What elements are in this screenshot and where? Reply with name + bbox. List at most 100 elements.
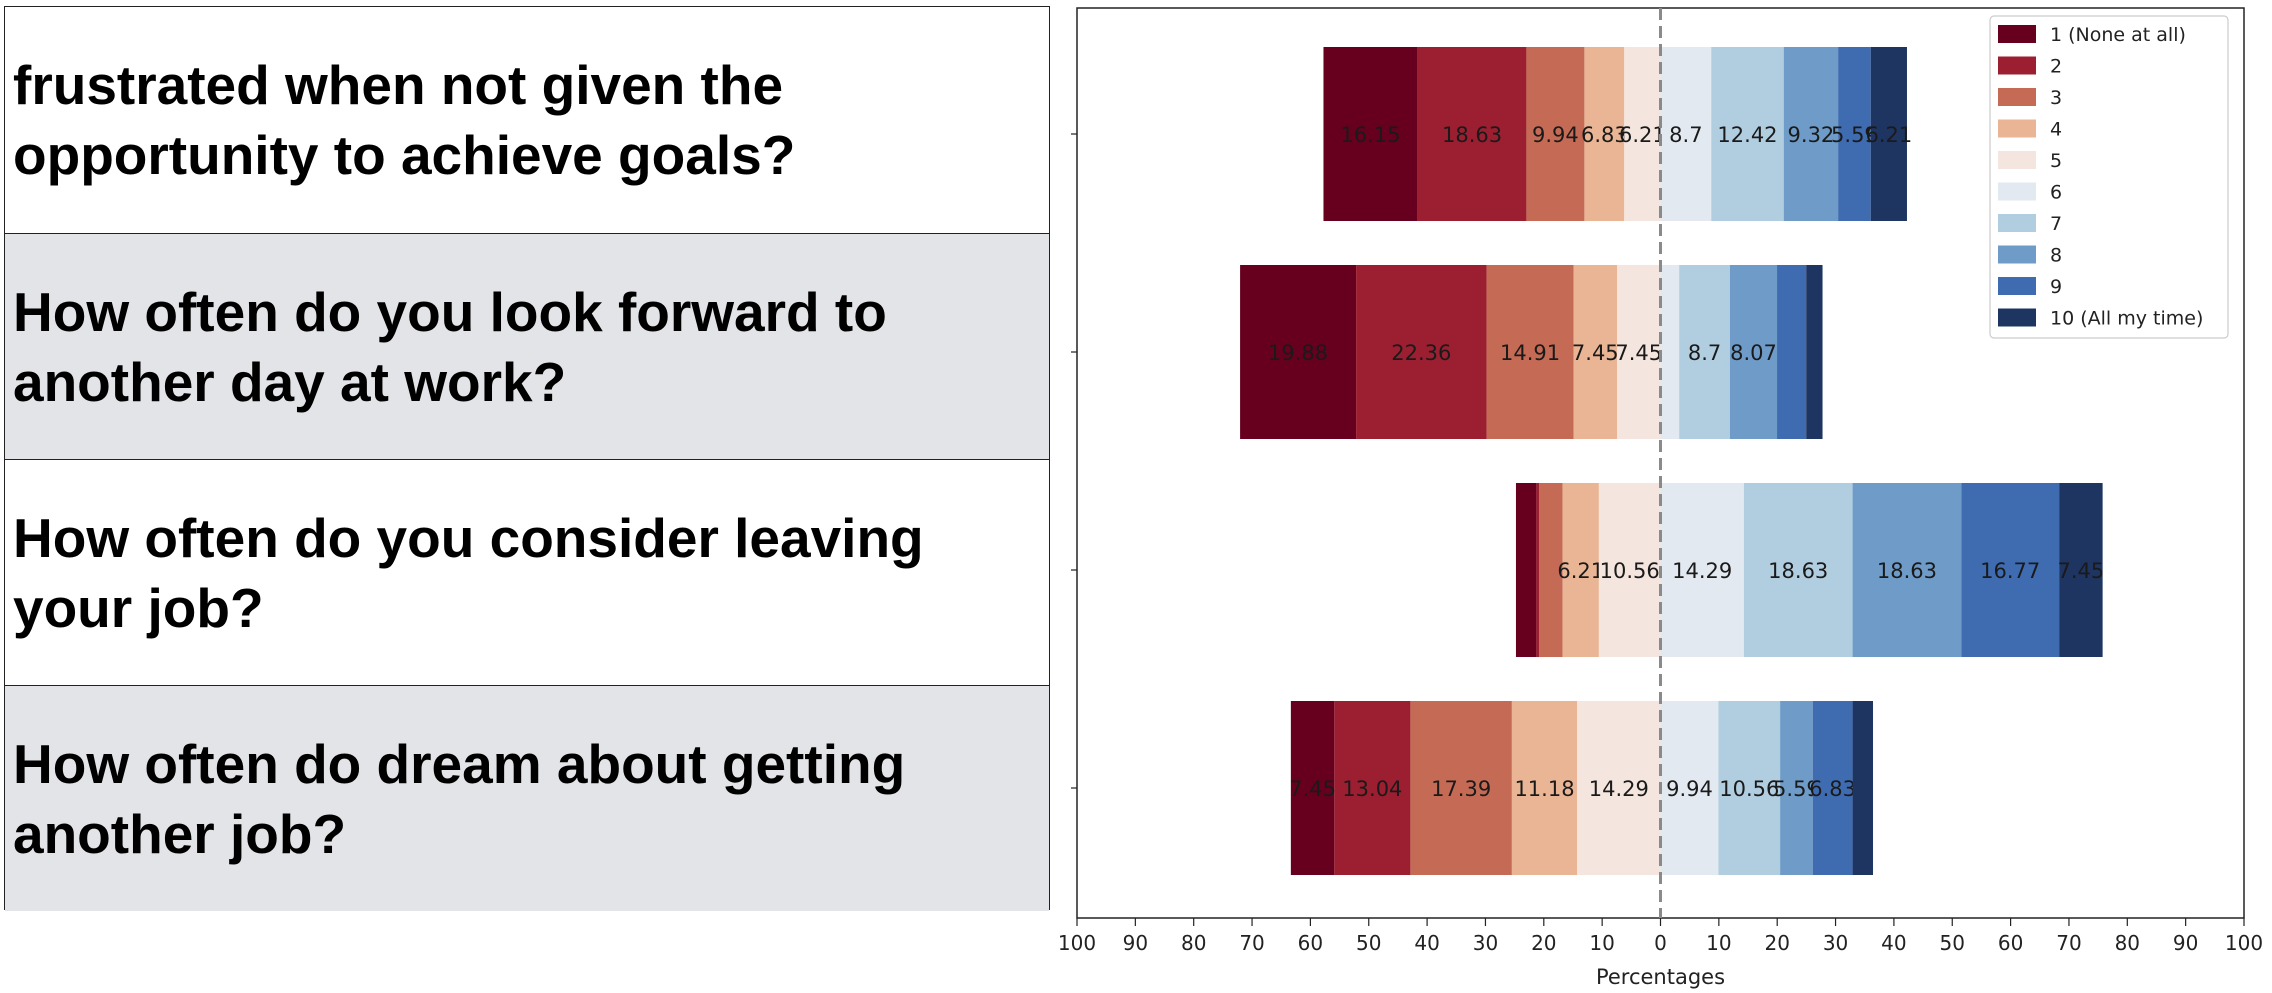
bar-segment: [1562, 483, 1599, 657]
x-tick-label: 60: [1298, 931, 1323, 955]
bar-segment: [1852, 483, 1962, 657]
bar-segment: [1584, 47, 1625, 221]
data-label: 10.56: [1719, 777, 1779, 801]
legend-label: 9: [2050, 276, 2062, 298]
bar-segment: [1711, 47, 1784, 221]
bar-segment: [1598, 483, 1661, 657]
data-label: 9.32: [1788, 123, 1835, 147]
data-label: 13.04: [1342, 777, 1402, 801]
bar-segment: [1539, 483, 1563, 657]
question-row: How often do dream about getting another…: [5, 685, 1049, 911]
legend-swatch: [1998, 245, 2036, 264]
data-label: 18.63: [1877, 559, 1937, 583]
legend-label: 3: [2050, 87, 2062, 109]
question-text: How often do you consider leaving your j…: [13, 506, 924, 639]
legend-label: 10 (All my time): [2050, 308, 2203, 330]
x-axis-label: Percentages: [1596, 965, 1725, 989]
data-label: 7.45: [2057, 559, 2104, 583]
legend-swatch: [1998, 151, 2036, 169]
x-tick-label: 60: [1998, 931, 2023, 955]
bar-segment: [1573, 265, 1618, 439]
data-label: 6.83: [1809, 777, 1856, 801]
x-tick-label: 70: [2056, 931, 2081, 955]
data-label: 19.88: [1268, 341, 1328, 365]
x-tick-label: 80: [1181, 931, 1206, 955]
question-text: frustrated when not given the opportunit…: [13, 54, 796, 186]
bar-segment: [1660, 701, 1719, 875]
bar-segment: [1536, 483, 1540, 657]
bar-segment: [1812, 701, 1853, 875]
data-label: 6.21: [1865, 123, 1912, 147]
data-label: 8.7: [1669, 123, 1702, 147]
data-label: 8.07: [1730, 341, 1777, 365]
x-tick-label: 10: [1706, 931, 1731, 955]
data-label: 8.7: [1688, 341, 1721, 365]
data-label: 7.45: [1289, 777, 1336, 801]
x-tick-label: 20: [1531, 931, 1556, 955]
data-label: 17.39: [1431, 777, 1491, 801]
x-tick-label: 30: [1823, 931, 1848, 955]
bar-segment: [1961, 483, 2060, 657]
question-row: How often do you consider leaving your j…: [5, 459, 1049, 685]
bar-segment: [1486, 265, 1574, 439]
data-label: 7.45: [1572, 341, 1619, 365]
bar-segment: [1511, 701, 1578, 875]
data-label: 16.15: [1341, 123, 1401, 147]
x-tick-label: 50: [1356, 931, 1381, 955]
bar-segment: [1417, 47, 1527, 221]
legend-label: 1 (None at all): [2050, 24, 2186, 46]
legend-label: 6: [2050, 182, 2062, 204]
bar-segment: [1577, 701, 1661, 875]
x-tick-label: 90: [2173, 931, 2198, 955]
x-tick-label: 70: [1239, 931, 1264, 955]
question-row: How often do you look forward to another…: [5, 233, 1049, 459]
x-tick-label: 30: [1473, 931, 1498, 955]
data-label: 5.59: [1831, 123, 1878, 147]
bar-segment: [1783, 47, 1839, 221]
legend-label: 4: [2050, 119, 2062, 141]
bar-segment: [1729, 265, 1778, 439]
bar-segment: [1852, 701, 1874, 875]
legend-swatch: [1998, 88, 2036, 106]
legend-swatch: [1998, 214, 2036, 232]
data-label: 9.94: [1666, 777, 1713, 801]
data-label: 18.63: [1442, 123, 1502, 147]
legend-label: 2: [2050, 56, 2062, 78]
x-tick-label: 90: [1123, 931, 1148, 955]
data-label: 6.83: [1581, 123, 1628, 147]
x-tick-label: 40: [1414, 931, 1439, 955]
data-label: 7.45: [1615, 341, 1662, 365]
bar-segment: [1660, 47, 1712, 221]
legend-label: 8: [2050, 245, 2062, 267]
question-row: frustrated when not given the opportunit…: [5, 7, 1049, 233]
bar-segment: [1410, 701, 1512, 875]
bar-segment: [1323, 47, 1418, 221]
data-label: 18.63: [1768, 559, 1828, 583]
data-label: 14.91: [1500, 341, 1560, 365]
legend-box: [1989, 15, 2229, 339]
bar-segment: [1240, 265, 1357, 439]
data-label: 11.18: [1514, 777, 1574, 801]
bar-segment: [1718, 701, 1781, 875]
bar-segment: [1743, 483, 1853, 657]
x-tick-label: 0: [1654, 931, 1667, 955]
bar-segment: [1356, 265, 1487, 439]
x-tick-label: 80: [2115, 931, 2140, 955]
bar-segment: [1526, 47, 1585, 221]
legend-swatch: [1998, 308, 2036, 327]
bar-segment: [1679, 265, 1730, 439]
x-tick-label: 10: [1589, 931, 1614, 955]
data-label: 6.21: [1557, 559, 1604, 583]
bar-segment: [1777, 265, 1807, 439]
bar-segment: [1806, 265, 1823, 439]
data-label: 22.36: [1391, 341, 1451, 365]
x-tick-label: 40: [1881, 931, 1906, 955]
x-tick-label: 100: [2225, 931, 2263, 955]
legend-swatch: [1998, 119, 2036, 138]
bar-segment: [1838, 47, 1871, 221]
legend-swatch: [1998, 277, 2036, 295]
data-label: 5.59: [1773, 777, 1820, 801]
questions-panel: frustrated when not given the opportunit…: [4, 6, 1050, 911]
bar-segment: [1515, 483, 1537, 657]
